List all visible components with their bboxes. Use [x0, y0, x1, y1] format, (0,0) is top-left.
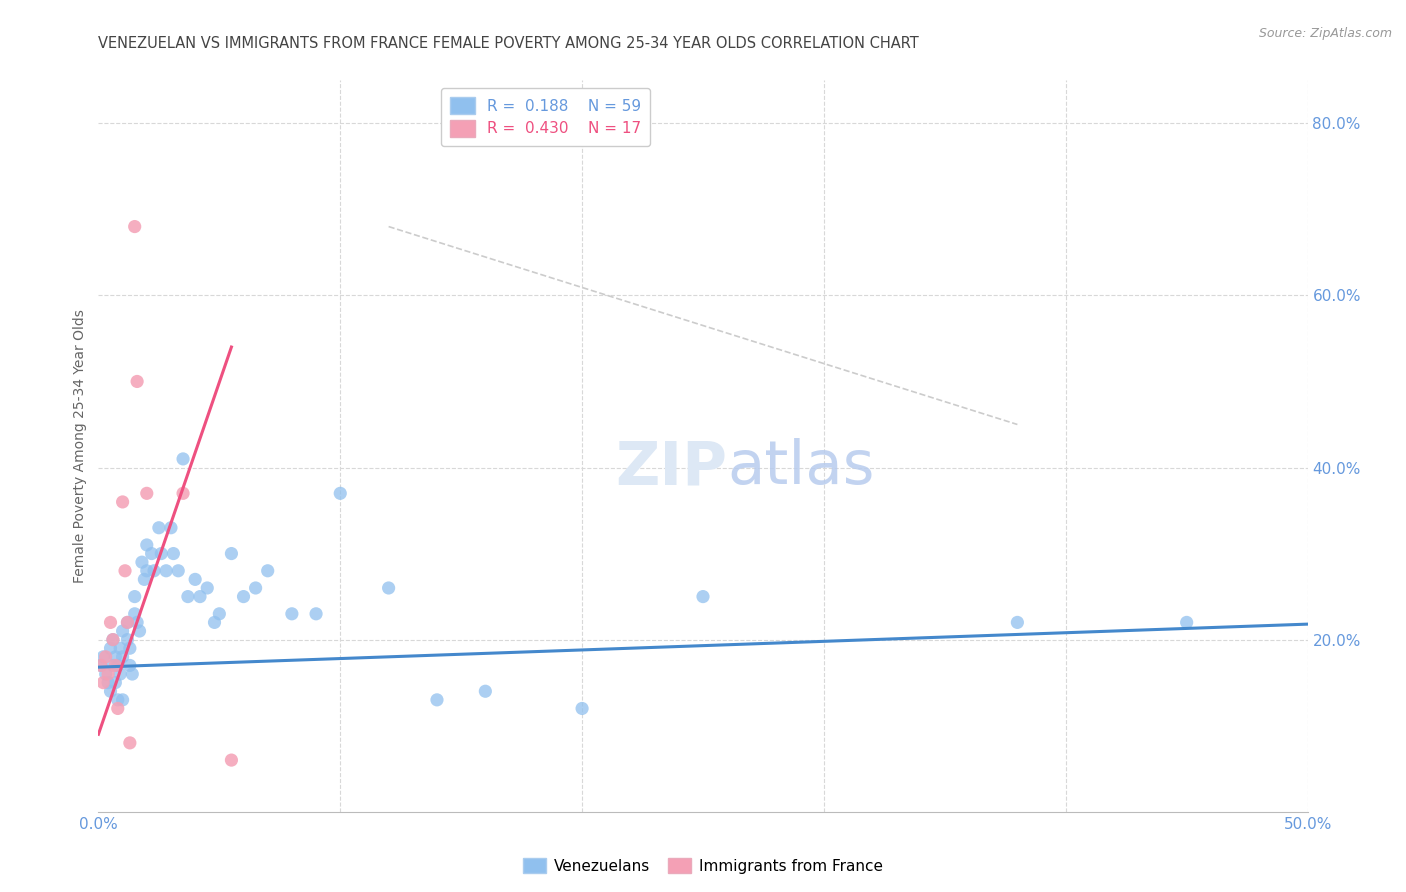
- Point: [256, 564, 278, 578]
- Point: [124, 607, 146, 621]
- Point: [195, 581, 218, 595]
- Point: [221, 547, 243, 561]
- Point: [91, 649, 114, 664]
- Point: [474, 684, 496, 698]
- Point: [118, 736, 141, 750]
- Point: [135, 486, 157, 500]
- Point: [221, 753, 243, 767]
- Point: [377, 581, 399, 595]
- Point: [150, 547, 173, 561]
- Point: [117, 632, 139, 647]
- Point: [107, 693, 129, 707]
- Point: [167, 564, 190, 578]
- Point: [104, 658, 127, 673]
- Point: [172, 486, 194, 500]
- Point: [426, 693, 449, 707]
- Point: [135, 538, 157, 552]
- Point: [162, 547, 184, 561]
- Point: [107, 658, 129, 673]
- Point: [127, 615, 149, 630]
- Point: [127, 375, 149, 389]
- Point: [111, 649, 134, 664]
- Point: [148, 521, 170, 535]
- Point: [101, 632, 124, 647]
- Point: [177, 590, 200, 604]
- Legend: R =  0.188    N = 59, R =  0.430    N = 17: R = 0.188 N = 59, R = 0.430 N = 17: [441, 88, 651, 145]
- Point: [571, 701, 593, 715]
- Point: [1175, 615, 1198, 630]
- Point: [160, 521, 183, 535]
- Point: [91, 675, 114, 690]
- Point: [111, 495, 134, 509]
- Legend: Venezuelans, Immigrants from France: Venezuelans, Immigrants from France: [517, 852, 889, 880]
- Point: [101, 632, 124, 647]
- Point: [90, 658, 112, 673]
- Point: [155, 564, 177, 578]
- Point: [134, 573, 156, 587]
- Point: [121, 667, 143, 681]
- Point: [329, 486, 352, 500]
- Point: [108, 641, 131, 656]
- Point: [135, 564, 157, 578]
- Point: [107, 701, 129, 715]
- Point: [305, 607, 328, 621]
- Y-axis label: Female Poverty Among 25-34 Year Olds: Female Poverty Among 25-34 Year Olds: [73, 309, 87, 583]
- Point: [97, 675, 120, 690]
- Text: Source: ZipAtlas.com: Source: ZipAtlas.com: [1258, 27, 1392, 40]
- Point: [143, 564, 166, 578]
- Point: [104, 675, 127, 690]
- Point: [245, 581, 267, 595]
- Text: ZIP: ZIP: [616, 439, 727, 498]
- Text: VENEZUELAN VS IMMIGRANTS FROM FRANCE FEMALE POVERTY AMONG 25-34 YEAR OLDS CORREL: VENEZUELAN VS IMMIGRANTS FROM FRANCE FEM…: [98, 36, 920, 51]
- Point: [1007, 615, 1029, 630]
- Point: [232, 590, 254, 604]
- Point: [172, 451, 194, 466]
- Point: [184, 573, 207, 587]
- Point: [188, 590, 211, 604]
- Point: [117, 615, 139, 630]
- Point: [100, 684, 122, 698]
- Point: [141, 547, 163, 561]
- Text: atlas: atlas: [727, 439, 875, 498]
- Point: [118, 641, 141, 656]
- Point: [281, 607, 304, 621]
- Point: [114, 564, 136, 578]
- Point: [128, 624, 150, 638]
- Point: [94, 667, 117, 681]
- Point: [108, 667, 131, 681]
- Point: [104, 649, 127, 664]
- Point: [101, 658, 124, 673]
- Point: [692, 590, 714, 604]
- Point: [124, 590, 146, 604]
- Point: [100, 641, 122, 656]
- Point: [111, 624, 134, 638]
- Point: [90, 658, 112, 673]
- Point: [118, 658, 141, 673]
- Point: [100, 615, 122, 630]
- Point: [124, 219, 146, 234]
- Point: [94, 649, 117, 664]
- Point: [208, 607, 231, 621]
- Point: [131, 555, 153, 569]
- Point: [204, 615, 226, 630]
- Point: [111, 693, 134, 707]
- Point: [117, 615, 139, 630]
- Point: [97, 667, 120, 681]
